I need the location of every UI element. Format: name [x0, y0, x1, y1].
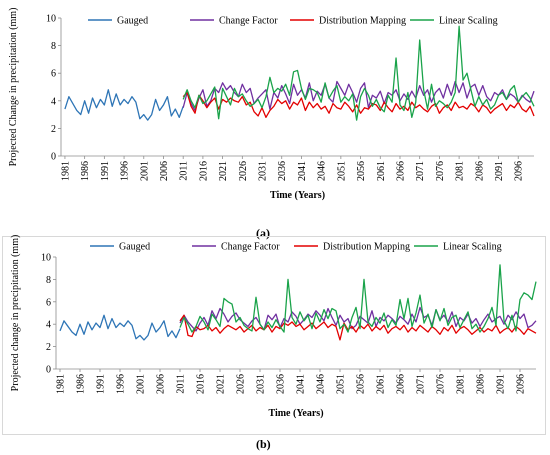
x-tick-label: 2031: [258, 161, 269, 181]
x-tick-label: 2071: [416, 374, 427, 394]
x-tick-label: 2086: [476, 374, 487, 394]
y-tick-label: 4: [51, 96, 56, 107]
y-tick-label: 2: [46, 342, 51, 353]
legend-label: Gauged: [119, 242, 150, 253]
x-tick-label: 2096: [514, 161, 525, 181]
x-axis-title: Time (Years): [270, 190, 325, 201]
legend-label: Change Factor: [221, 242, 280, 253]
x-tick-label: 2061: [376, 161, 387, 181]
x-tick-label: 2001: [136, 374, 147, 394]
x-tick-label: 2096: [516, 374, 527, 394]
x-tick-label: 2051: [336, 161, 347, 181]
x-tick-label: 2071: [415, 161, 426, 181]
panel-label-b: (b): [256, 437, 271, 451]
legend-label: Linear Scaling: [443, 242, 502, 253]
series-line-linear-scaling: [179, 264, 537, 333]
x-tick-label: 2006: [159, 161, 170, 181]
x-tick-label: 2086: [474, 161, 485, 181]
x-tick-label: 1986: [76, 374, 87, 394]
y-tick-label: 0: [51, 152, 56, 163]
x-tick-label: 2021: [216, 374, 227, 394]
x-tick-label: 2001: [139, 161, 150, 181]
chart-frame-b: [2, 236, 546, 435]
x-tick-label: 2056: [356, 374, 367, 394]
x-tick-label: 2036: [276, 374, 287, 394]
x-tick-label: 2016: [196, 374, 207, 394]
x-tick-label: 2081: [456, 374, 467, 394]
x-tick-label: 2091: [494, 161, 505, 181]
x-tick-label: 2011: [179, 161, 190, 181]
series-line-linear-scaling: [182, 25, 535, 121]
x-tick-label: 1986: [80, 161, 91, 181]
x-tick-label: 2016: [198, 161, 209, 181]
x-tick-label: 2076: [436, 374, 447, 394]
x-tick-label: 2006: [156, 374, 167, 394]
x-tick-label: 1991: [100, 161, 111, 181]
y-tick-label: 6: [46, 297, 51, 308]
y-tick-label: 10: [46, 14, 56, 25]
x-tick-label: 2061: [376, 374, 387, 394]
y-tick-label: 0: [46, 365, 51, 376]
legend-label: Distribution Mapping: [319, 16, 406, 27]
chart-panel-a: 0 2 4 6 8 10 1981 1986 1991 1996 2001 2006 2011 2016 2…: [2, 4, 547, 224]
x-tick-label: 2066: [395, 161, 406, 181]
y-tick-label: 10: [41, 253, 51, 264]
x-tick-label: 2041: [297, 161, 308, 181]
x-tick-label: 2056: [356, 161, 367, 181]
x-tick-label: 1996: [116, 374, 127, 394]
x-tick-label: 1981: [60, 161, 71, 181]
x-tick-label: 2031: [256, 374, 267, 394]
y-axis-title: Projected Change in precipitation (mm): [8, 8, 19, 167]
y-tick-label: 4: [46, 320, 51, 331]
line-chart-b: 0 2 4 6 8 10 1981 1986 1991 1996 2001 2006 2011 2016 2…: [10, 235, 537, 419]
y-tick-label: 6: [51, 69, 56, 80]
legend-label: Gauged: [117, 16, 148, 27]
x-tick-label: 2066: [396, 374, 407, 394]
x-tick-label: 2036: [277, 161, 288, 181]
x-tick-label: 2041: [296, 374, 307, 394]
x-tick-label: 2091: [496, 374, 507, 394]
x-tick-label: 2081: [455, 161, 466, 181]
x-tick-label: 2046: [316, 374, 327, 394]
legend-label: Change Factor: [219, 16, 278, 27]
chart-panel-b: 0 2 4 6 8 10 1981 1986 1991 1996 2001 2006 2011 2016 2…: [2, 235, 547, 436]
series-line-distribution-mapping: [179, 314, 537, 341]
x-tick-label: 1981: [56, 374, 67, 394]
legend-label: Distribution Mapping: [323, 242, 410, 253]
x-tick-label: 2026: [236, 374, 247, 394]
x-tick-label: 2076: [435, 161, 446, 181]
x-tick-label: 2046: [317, 161, 328, 181]
x-tick-label: 2021: [218, 161, 229, 181]
x-axis-title: Time (Years): [268, 408, 323, 419]
x-tick-label: 2026: [238, 161, 249, 181]
line-chart-a: 0 2 4 6 8 10 1981 1986 1991 1996 2001 2006 2011 2016 2…: [8, 8, 535, 201]
legend-label: Linear Scaling: [439, 16, 498, 27]
series-line-change-factor: [182, 80, 535, 112]
x-tick-label: 1991: [96, 374, 107, 394]
x-tick-label: 2011: [176, 374, 187, 394]
y-tick-label: 2: [51, 124, 56, 135]
y-tick-label: 8: [51, 41, 56, 52]
y-axis-title: Projected change in precipitation (mm): [10, 235, 21, 392]
x-tick-label: 2051: [336, 374, 347, 394]
series-line-gauged: [64, 89, 184, 121]
y-tick-label: 8: [46, 275, 51, 286]
series-line-gauged: [59, 314, 181, 341]
x-tick-label: 1996: [120, 161, 131, 181]
